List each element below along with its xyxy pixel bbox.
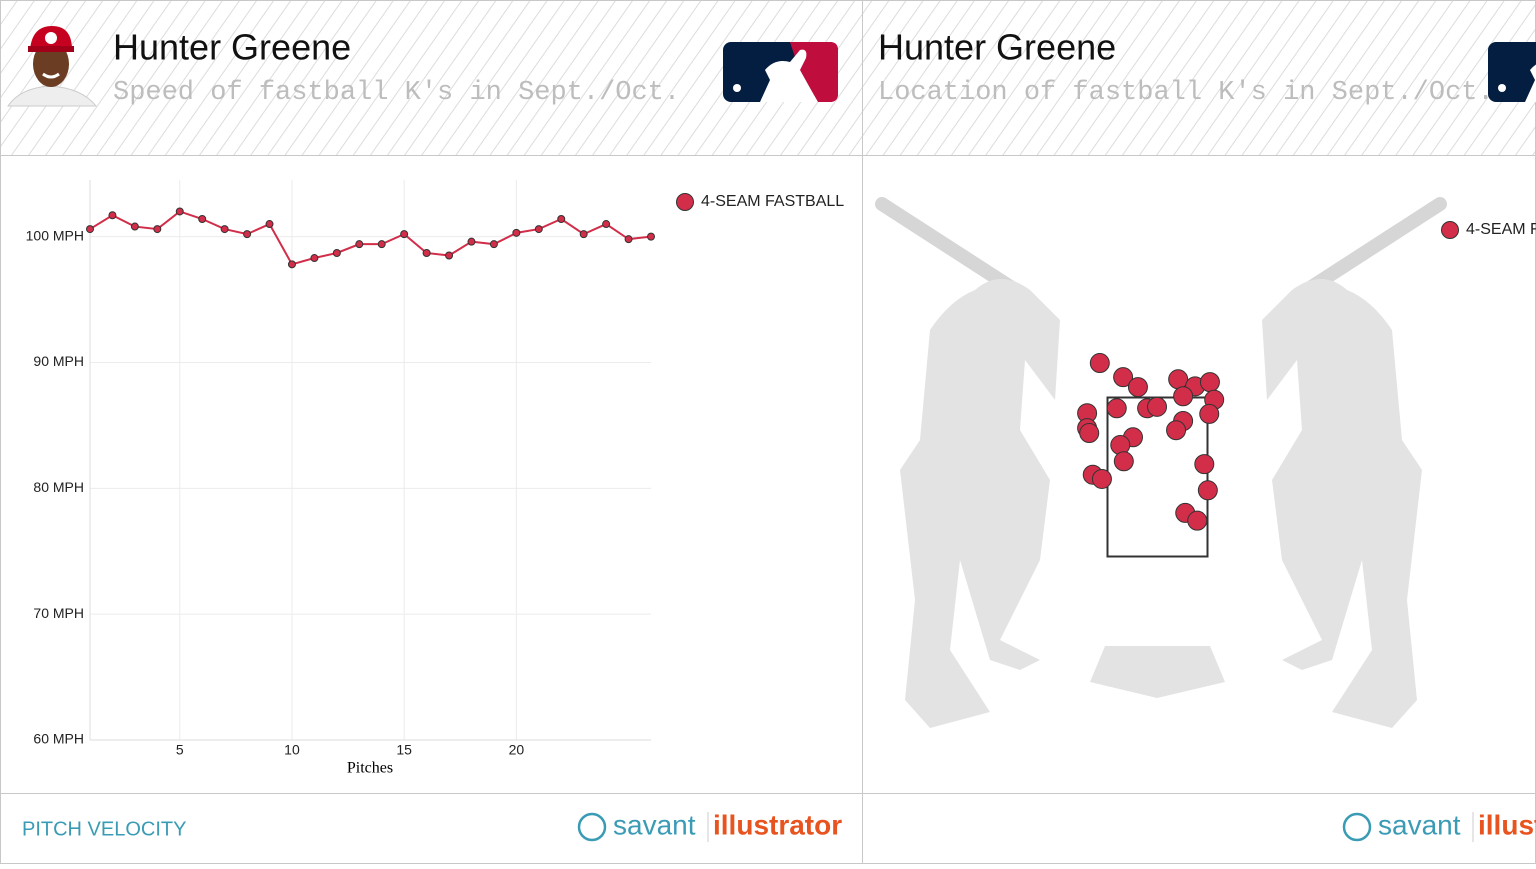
pitch xyxy=(1106,398,1127,419)
brand-text: illustrator xyxy=(713,809,842,840)
data-point xyxy=(400,230,409,239)
caption: PITCH VELOCITY xyxy=(22,818,186,840)
player-photo xyxy=(7,26,98,107)
data-point xyxy=(602,220,611,229)
pitch xyxy=(1091,468,1112,489)
data-point xyxy=(579,230,588,239)
data-point xyxy=(377,240,386,249)
data-point xyxy=(265,220,274,229)
chart-subtitle: Speed of fastball K's in Sept./Oct. xyxy=(113,78,680,108)
chart-title: Hunter Greene xyxy=(878,27,1116,68)
data-point xyxy=(445,251,454,260)
data-point xyxy=(86,225,94,234)
pitch xyxy=(1187,510,1208,531)
savant-logo: savant illustrator xyxy=(1342,809,1536,842)
data-point xyxy=(534,225,543,234)
data-point xyxy=(175,207,184,216)
pitch xyxy=(1113,367,1134,388)
x-axis-label: Pitches xyxy=(347,760,393,777)
chart-title: Hunter Greene xyxy=(113,27,351,68)
data-point xyxy=(512,228,521,237)
data-point xyxy=(153,225,162,234)
brand-text: savant xyxy=(613,809,696,840)
pitch xyxy=(1166,420,1187,441)
data-point xyxy=(557,215,566,224)
x-tick-label: 20 xyxy=(509,742,525,758)
pitch xyxy=(1168,369,1189,390)
pitch xyxy=(1199,403,1220,424)
pitch xyxy=(1147,396,1167,417)
pitch xyxy=(1089,353,1110,374)
series-line xyxy=(89,210,652,266)
data-point xyxy=(108,211,117,220)
y-tick-label: 70 MPH xyxy=(33,605,84,621)
mlb-logo xyxy=(1488,42,1536,102)
data-point xyxy=(130,222,139,231)
data-point xyxy=(467,237,476,246)
x-tick-label: 15 xyxy=(396,742,412,758)
data-point xyxy=(489,240,498,249)
legend-marker xyxy=(676,193,694,211)
x-tick-label: 5 xyxy=(176,742,184,758)
data-point xyxy=(332,248,341,257)
batter-silhouette xyxy=(875,197,1447,728)
pitch xyxy=(1127,377,1148,398)
data-point xyxy=(422,248,431,257)
pitch xyxy=(1197,480,1218,501)
data-point xyxy=(310,254,319,263)
brand-text: illustrator xyxy=(1478,809,1536,840)
data-point xyxy=(624,235,633,244)
pitch xyxy=(1194,454,1215,475)
y-tick-label: 90 MPH xyxy=(33,353,84,369)
chart-subtitle: Location of fastball K's in Sept./Oct. xyxy=(878,78,1494,108)
data-point xyxy=(198,215,207,224)
pitch xyxy=(1173,386,1194,407)
x-tick-label: 10 xyxy=(284,742,300,758)
brand-text: savant xyxy=(1378,809,1461,840)
data-point xyxy=(647,232,655,241)
pitch xyxy=(1110,435,1131,456)
legend-label: 4-SEAM FASTBALL xyxy=(1466,221,1536,238)
y-tick-label: 60 MPH xyxy=(33,731,84,747)
legend-label: 4-SEAM FASTBALL xyxy=(701,193,844,210)
data-point xyxy=(220,225,229,234)
data-point xyxy=(243,230,252,239)
legend-marker xyxy=(1441,221,1459,239)
savant-logo: savant illustrator xyxy=(577,809,842,842)
pitch xyxy=(1113,451,1134,472)
data-point xyxy=(355,240,364,249)
data-point xyxy=(287,260,296,269)
mlb-logo xyxy=(723,42,838,102)
y-tick-label: 100 MPH xyxy=(26,227,84,243)
pitch xyxy=(1199,372,1220,393)
pitch xyxy=(1079,423,1100,444)
y-tick-label: 80 MPH xyxy=(33,479,84,495)
